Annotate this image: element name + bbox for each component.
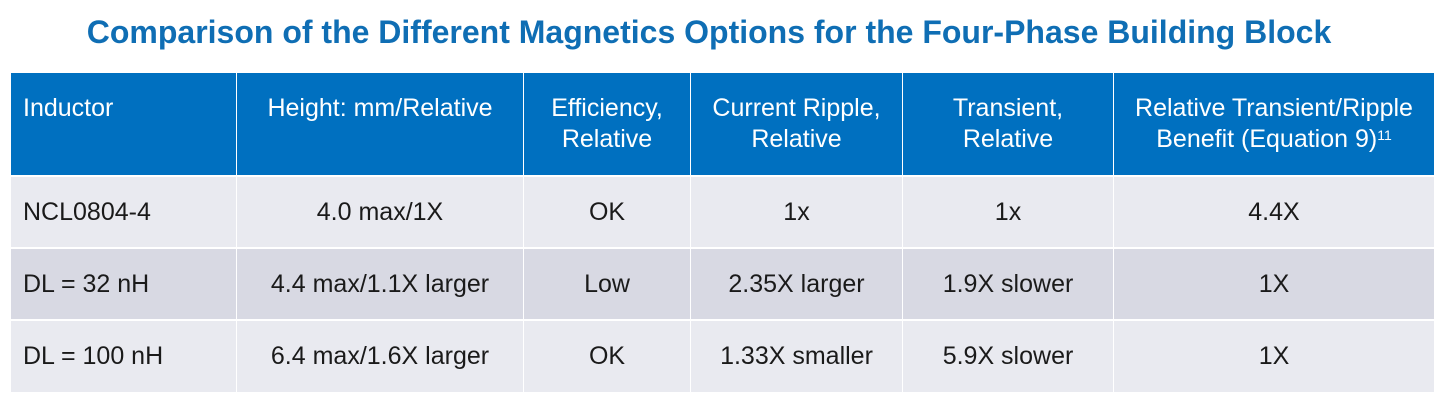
table-row: DL = 100 nH 6.4 max/1.6X larger OK 1.33X… [10, 320, 1435, 392]
table-header-row: Inductor Height: mm/Relative Efficiency,… [10, 73, 1435, 176]
cell-current-ripple: 1x [690, 176, 903, 248]
cell-height: 4.0 max/1X [236, 176, 524, 248]
cell-transient: 1x [902, 176, 1114, 248]
header-benefit-footnote: 11 [1377, 127, 1392, 143]
header-height: Height: mm/Relative [236, 73, 524, 176]
cell-benefit: 4.4X [1113, 176, 1435, 248]
header-inductor: Inductor [10, 73, 237, 176]
comparison-table: Inductor Height: mm/Relative Efficiency,… [10, 73, 1435, 392]
cell-current-ripple: 2.35X larger [690, 248, 903, 320]
header-efficiency: Efficiency, Relative [523, 73, 691, 176]
cell-height: 4.4 max/1.1X larger [236, 248, 524, 320]
cell-inductor: DL = 100 nH [10, 320, 237, 392]
header-transient: Transient, Relative [902, 73, 1114, 176]
cell-efficiency: OK [523, 176, 691, 248]
cell-transient: 1.9X slower [902, 248, 1114, 320]
table-row: DL = 32 nH 4.4 max/1.1X larger Low 2.35X… [10, 248, 1435, 320]
cell-transient: 5.9X slower [902, 320, 1114, 392]
cell-inductor: NCL0804-4 [10, 176, 237, 248]
page-title: Comparison of the Different Magnetics Op… [86, 14, 1332, 50]
header-benefit: Relative Transient/Ripple Benefit (Equat… [1113, 73, 1435, 176]
cell-inductor: DL = 32 nH [10, 248, 237, 320]
header-benefit-label: Relative Transient/Ripple Benefit (Equat… [1135, 94, 1413, 153]
table-row: NCL0804-4 4.0 max/1X OK 1x 1x 4.4X [10, 176, 1435, 248]
cell-current-ripple: 1.33X smaller [690, 320, 903, 392]
cell-efficiency: Low [523, 248, 691, 320]
header-current-ripple: Current Ripple, Relative [690, 73, 903, 176]
cell-benefit: 1X [1113, 248, 1435, 320]
cell-benefit: 1X [1113, 320, 1435, 392]
cell-height: 6.4 max/1.6X larger [236, 320, 524, 392]
cell-efficiency: OK [523, 320, 691, 392]
